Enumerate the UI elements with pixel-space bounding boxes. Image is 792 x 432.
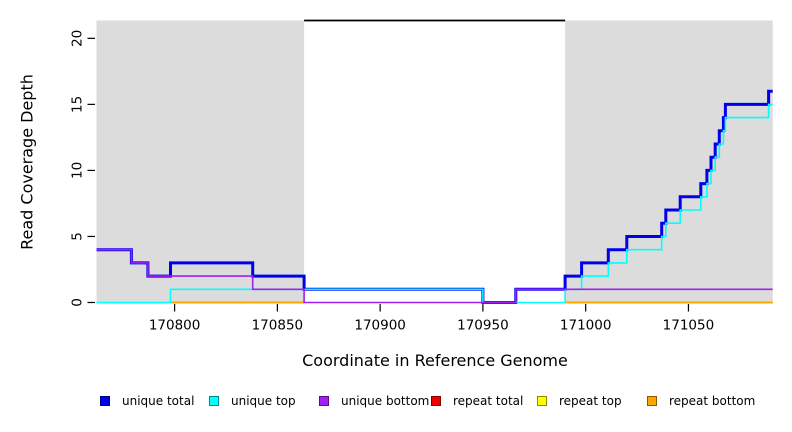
legend-item-repeat-top: repeat top (537, 393, 622, 409)
legend-item-unique-top: unique top (209, 393, 296, 409)
unique-top-line (96, 103, 773, 304)
legend-label-unique-total: unique total (122, 394, 195, 408)
legend-swatch-unique-total (100, 396, 110, 406)
y-tick-label: 10 (70, 162, 86, 179)
y-tick-label: 20 (70, 30, 86, 47)
legend-label-unique-bottom: unique bottom (341, 394, 430, 408)
x-tick-label: 170850 (252, 318, 304, 334)
unique-total-line (96, 89, 773, 304)
y-tick-label: 15 (70, 96, 86, 113)
x-axis-label: Coordinate in Reference Genome (302, 351, 568, 370)
shaded-repeat-region (565, 20, 773, 304)
legend-swatch-repeat-bottom (647, 396, 657, 406)
legend-label-repeat-top: repeat top (559, 394, 622, 408)
legend-swatch-repeat-top (537, 396, 547, 406)
y-tick-label: 5 (70, 232, 86, 241)
legend-label-unique-top: unique top (231, 394, 296, 408)
legend-item-unique-bottom: unique bottom (319, 393, 429, 409)
unique-bottom-line (96, 248, 773, 304)
x-tick-label: 170900 (354, 318, 406, 334)
x-tick-label: 170950 (457, 318, 509, 334)
legend-label-repeat-bottom: repeat bottom (669, 394, 756, 408)
x-tick-label: 171050 (663, 318, 715, 334)
legend: unique total unique top unique bottom repea… (0, 393, 792, 411)
legend-swatch-unique-top (209, 396, 219, 406)
legend-swatch-repeat-total (431, 396, 441, 406)
shaded-repeat-region (96, 20, 305, 304)
x-tick-label: 171000 (560, 318, 612, 334)
legend-item-unique-total: unique total (100, 393, 194, 409)
legend-swatch-unique-bottom (319, 396, 329, 406)
x-tick-label: 170800 (149, 318, 201, 334)
y-axis-label: Read Coverage Depth (17, 74, 37, 250)
legend-item-repeat-bottom: repeat bottom (647, 393, 755, 409)
legend-label-repeat-total: repeat total (453, 394, 524, 408)
y-tick-label: 0 (70, 298, 86, 307)
legend-item-repeat-total: repeat total (431, 393, 523, 409)
